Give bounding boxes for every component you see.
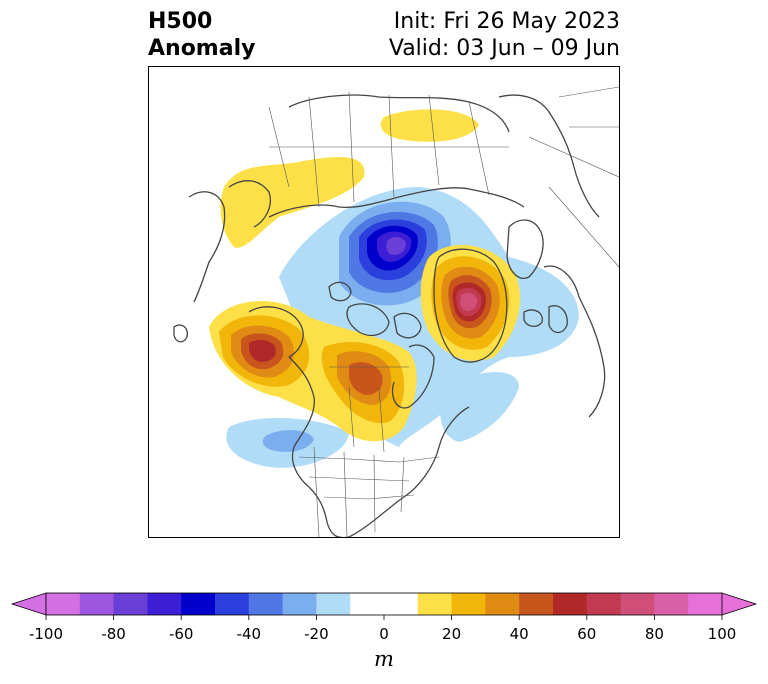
colorbar-segment	[485, 593, 520, 615]
colorbar-segment	[215, 593, 250, 615]
colorbar-segment	[46, 593, 81, 615]
colorbar-tick-label: 20	[442, 625, 462, 643]
colorbar-segment	[519, 593, 554, 615]
init-date: Init: Fri 26 May 2023	[393, 9, 620, 34]
positive-anomaly-siberia	[380, 109, 479, 142]
map-title: H500 Anomaly	[148, 8, 255, 62]
colorbar-segment	[316, 593, 351, 615]
colorbar-segment	[451, 593, 486, 615]
date-info: Init: Fri 26 May 2023 Valid: 03 Jun – 09…	[389, 8, 620, 62]
colorbar-segment	[553, 593, 588, 615]
borders	[268, 86, 619, 537]
colorbar-segment	[113, 593, 148, 615]
colorbar-tick-label: -60	[168, 625, 194, 643]
colorbar-tick-label: 100	[707, 625, 737, 643]
negative-anomaly-core-6	[386, 237, 406, 255]
colorbar-tick-label: -40	[236, 625, 262, 643]
colorbar-segment	[350, 593, 385, 615]
variable-label: H500	[148, 9, 213, 34]
colorbar-tick-label: 0	[379, 625, 389, 643]
colorbar-tick-label: 60	[577, 625, 597, 643]
colorbar-segment	[79, 593, 115, 615]
colorbar-extend-min	[10, 592, 47, 616]
colorbar-tick-label: -80	[101, 625, 126, 643]
map-canvas	[173, 86, 619, 537]
colorbar-segment	[384, 593, 419, 615]
colorbar-segment	[282, 593, 317, 615]
colorbar-unit: m	[374, 647, 394, 671]
colorbar-segment	[654, 593, 689, 615]
colorbar-tick-label: -20	[304, 625, 329, 643]
colorbar-tick-label: -100	[28, 625, 64, 643]
colorbar-segment	[248, 593, 284, 615]
colorbar-segment	[181, 593, 216, 615]
colorbar	[10, 592, 758, 620]
product-label: Anomaly	[148, 36, 256, 61]
colorbar-segment	[147, 593, 182, 615]
colorbar-segment	[586, 593, 622, 615]
colorbar-extend-max	[721, 592, 758, 616]
colorbar-tick-label: 40	[509, 625, 529, 643]
positive-anomaly-greenland-7	[460, 292, 478, 311]
positive-anomaly-pacific-5	[249, 339, 276, 362]
positive-anomaly-canada-3	[349, 362, 383, 395]
colorbar-tick-label: 80	[644, 625, 664, 643]
colorbar-segment	[688, 593, 723, 615]
anomaly-shading	[209, 109, 579, 468]
colorbar-segment	[417, 593, 453, 615]
valid-range: Valid: 03 Jun – 09 Jun	[388, 36, 620, 61]
negative-anomaly-atlantic	[440, 372, 519, 442]
anomaly-map	[148, 66, 620, 538]
colorbar-segment	[620, 593, 655, 615]
coastlines	[173, 94, 606, 537]
